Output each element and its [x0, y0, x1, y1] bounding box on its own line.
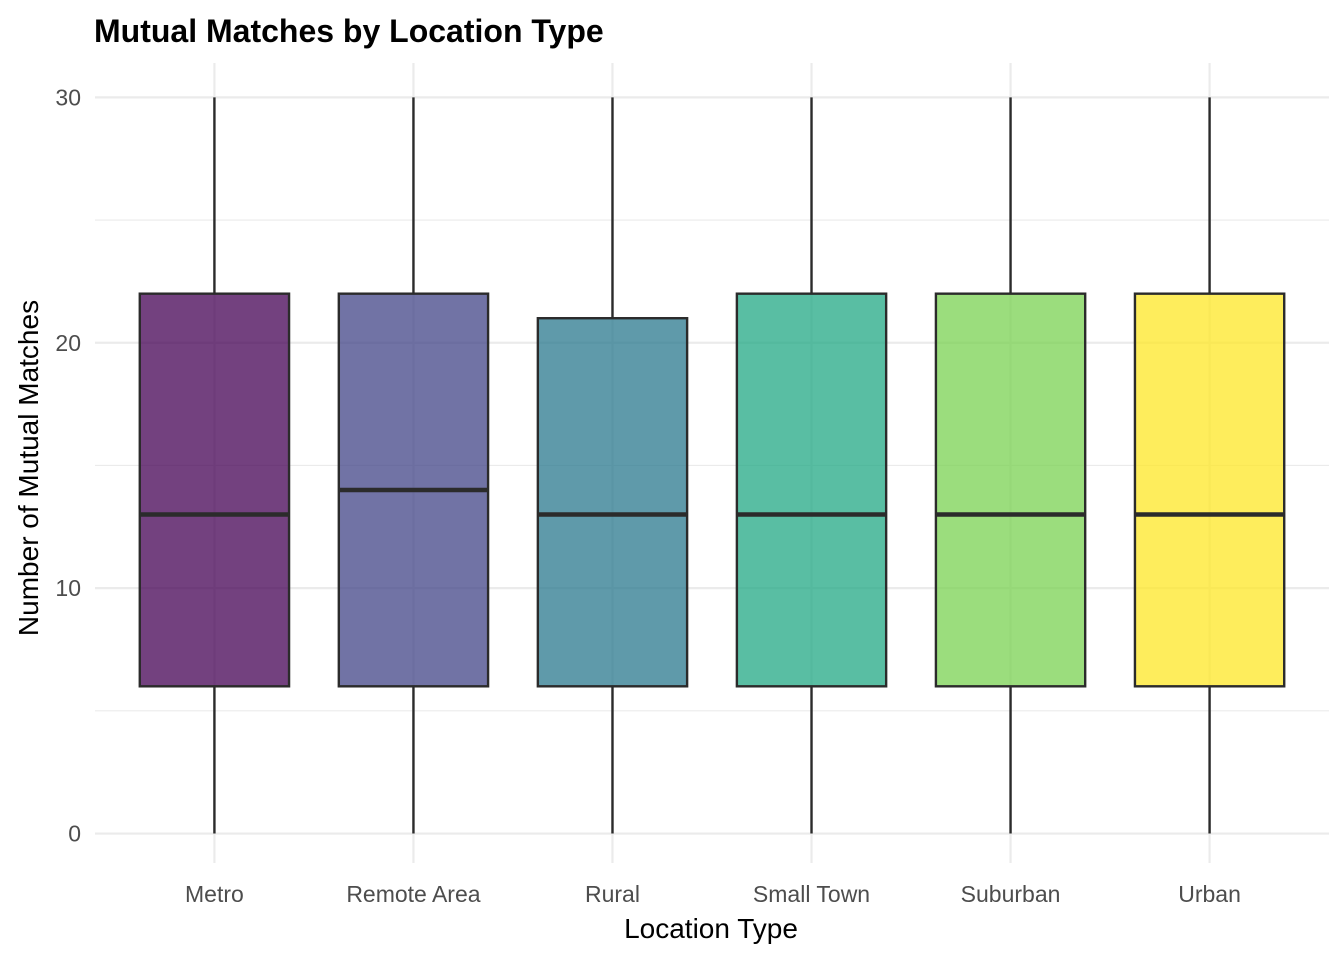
- y-tick-label: 20: [55, 330, 81, 356]
- x-tick-label: Urban: [1178, 881, 1241, 907]
- box-metro: [138, 97, 291, 834]
- x-axis-title: Location Type: [624, 913, 798, 944]
- y-axis-title: Number of Mutual Matches: [13, 300, 44, 636]
- chart-title: Mutual Matches by Location Type: [94, 13, 604, 49]
- box-small-town: [735, 97, 888, 834]
- boxes: [138, 97, 1286, 834]
- box-suburban: [934, 97, 1087, 834]
- box-iqr: [536, 317, 689, 688]
- box-iqr: [735, 292, 888, 688]
- box-urban: [1133, 97, 1286, 834]
- axes: 0 10 20 30 Metro Remote Area Rural Small Town Su…: [55, 84, 1241, 907]
- y-tick-label: 10: [55, 575, 81, 601]
- x-tick-label: Suburban: [961, 881, 1061, 907]
- y-tick-label: 0: [68, 821, 81, 847]
- box-iqr: [934, 292, 1087, 688]
- x-tick-label: Metro: [185, 881, 244, 907]
- box-rural: [536, 97, 689, 834]
- x-tick-label: Small Town: [753, 881, 870, 907]
- box-remote-area: [337, 97, 490, 834]
- box-iqr: [1133, 292, 1286, 688]
- box-iqr: [138, 292, 291, 688]
- y-tick-label: 30: [55, 84, 81, 110]
- x-tick-label: Remote Area: [346, 881, 480, 907]
- x-tick-label: Rural: [585, 881, 640, 907]
